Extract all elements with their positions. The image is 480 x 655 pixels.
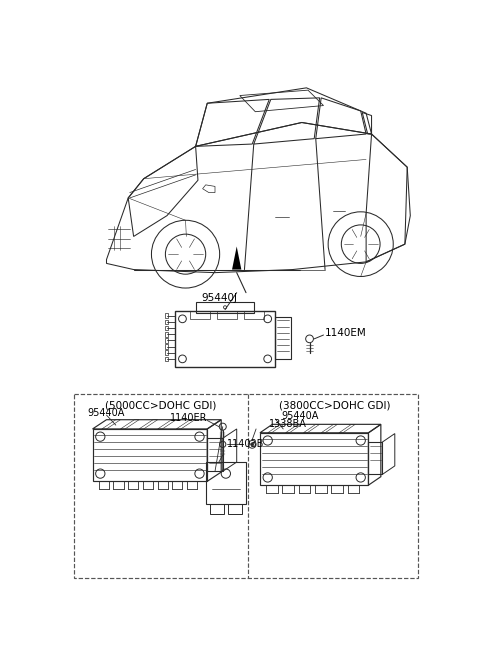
Bar	[369, 442, 383, 474]
Bar	[175, 311, 276, 367]
Bar	[276, 317, 291, 359]
Text: 95440A: 95440A	[282, 411, 319, 421]
Bar	[74, 394, 418, 578]
Circle shape	[251, 443, 254, 446]
Bar	[190, 311, 210, 319]
Bar	[166, 332, 168, 337]
Text: 95440J: 95440J	[201, 293, 237, 303]
Bar	[244, 311, 264, 319]
Text: (3800CC>DOHC GDI): (3800CC>DOHC GDI)	[279, 400, 391, 411]
Polygon shape	[232, 246, 241, 270]
Bar	[166, 320, 168, 324]
Bar	[206, 462, 246, 504]
Bar	[166, 350, 168, 355]
Text: 11403B: 11403B	[227, 439, 264, 449]
Bar	[166, 356, 168, 361]
Bar	[93, 429, 207, 481]
Text: (5000CC>DOHC GDI): (5000CC>DOHC GDI)	[105, 400, 216, 411]
Text: 1140EM: 1140EM	[325, 328, 367, 338]
Text: 1140ER: 1140ER	[170, 413, 207, 423]
Text: 1338BA: 1338BA	[269, 419, 307, 428]
Bar	[260, 433, 369, 485]
Bar	[166, 314, 168, 318]
Bar	[210, 504, 224, 514]
Bar	[207, 438, 223, 472]
Bar	[166, 338, 168, 343]
Bar	[166, 345, 168, 349]
Bar	[166, 326, 168, 330]
Bar	[217, 311, 237, 319]
Bar	[228, 504, 242, 514]
Bar	[196, 302, 254, 312]
Text: 95440A: 95440A	[88, 408, 125, 418]
